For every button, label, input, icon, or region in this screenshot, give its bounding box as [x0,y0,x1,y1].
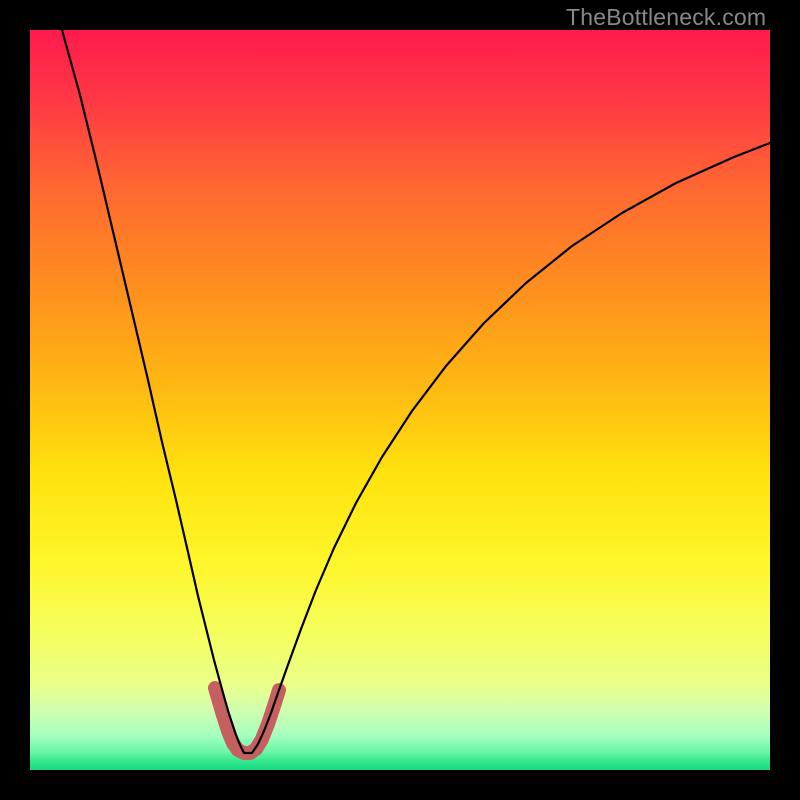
watermark-label: TheBottleneck.com [566,4,766,31]
plot-area [30,30,770,770]
frame-border [0,0,30,800]
frame-border [0,770,800,800]
frame-border [770,0,800,800]
gradient-background [30,30,770,770]
chart-svg [30,30,770,770]
